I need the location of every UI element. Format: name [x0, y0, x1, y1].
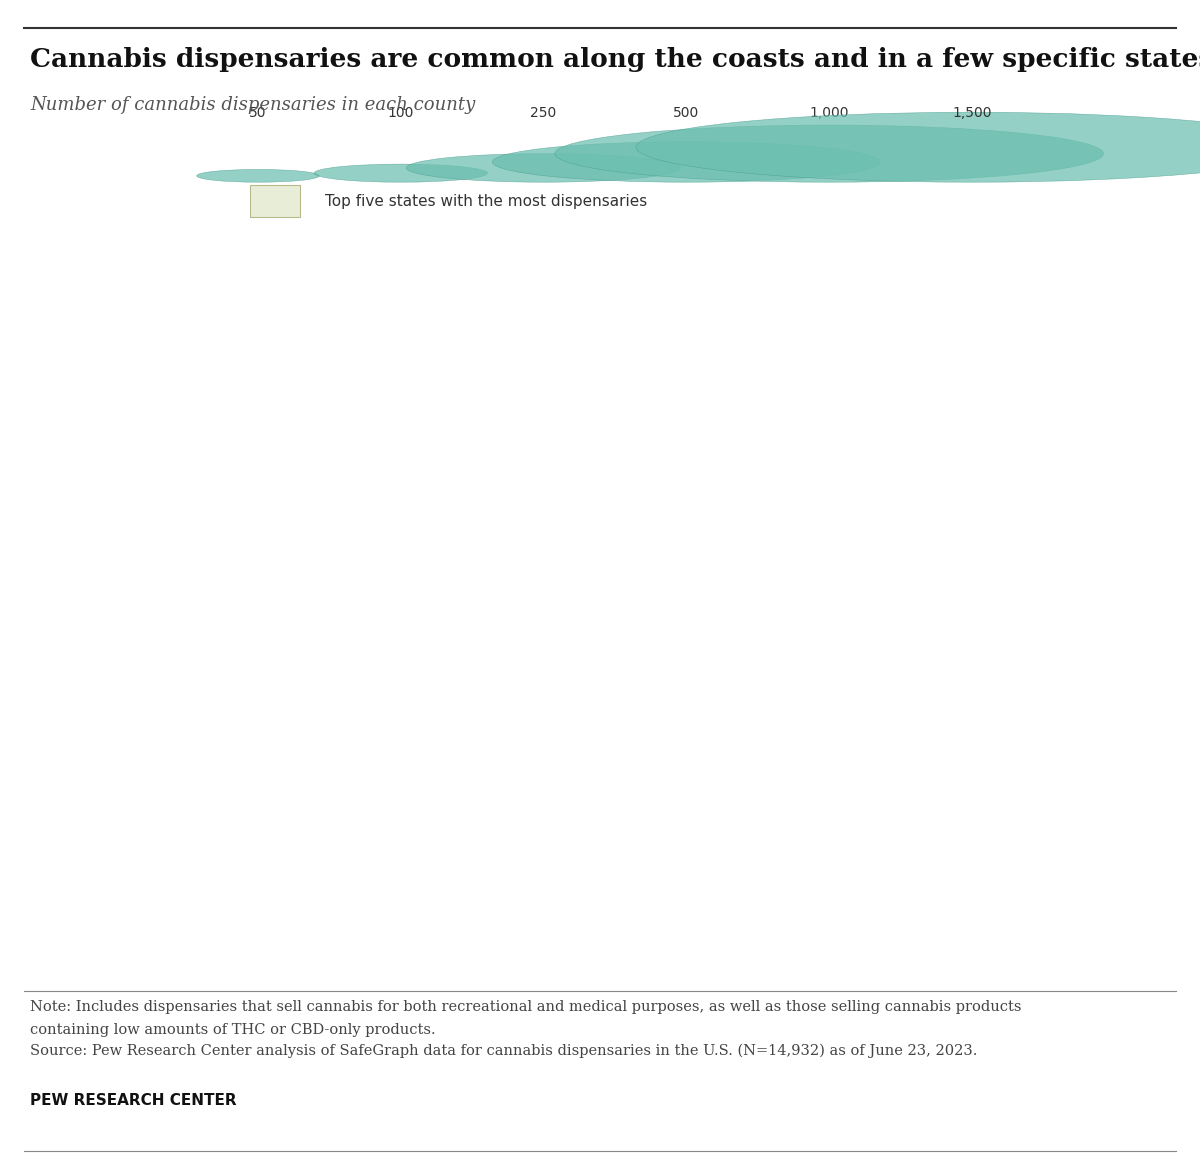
Text: 250: 250	[530, 106, 557, 120]
Text: 1,500: 1,500	[953, 106, 991, 120]
Text: Cannabis dispensaries are common along the coasts and in a few specific states: Cannabis dispensaries are common along t…	[30, 47, 1200, 71]
Circle shape	[554, 125, 1104, 182]
FancyBboxPatch shape	[250, 184, 300, 217]
Circle shape	[197, 169, 319, 182]
Circle shape	[492, 142, 881, 182]
Text: Note: Includes dispensaries that sell cannabis for both recreational and medical: Note: Includes dispensaries that sell ca…	[30, 1000, 1021, 1014]
Text: 100: 100	[388, 106, 414, 120]
Text: Top five states with the most dispensaries: Top five states with the most dispensari…	[325, 194, 648, 209]
Circle shape	[314, 164, 487, 182]
Text: 50: 50	[250, 106, 266, 120]
Text: PEW RESEARCH CENTER: PEW RESEARCH CENTER	[30, 1093, 236, 1108]
Text: containing low amounts of THC or CBD-only products.: containing low amounts of THC or CBD-onl…	[30, 1023, 436, 1037]
Circle shape	[407, 154, 680, 182]
Text: Number of cannabis dispensaries in each county: Number of cannabis dispensaries in each …	[30, 96, 475, 113]
Text: 500: 500	[673, 106, 700, 120]
Text: Source: Pew Research Center analysis of SafeGraph data for cannabis dispensaries: Source: Pew Research Center analysis of …	[30, 1044, 977, 1058]
Text: 1,000: 1,000	[810, 106, 848, 120]
Circle shape	[636, 112, 1200, 182]
